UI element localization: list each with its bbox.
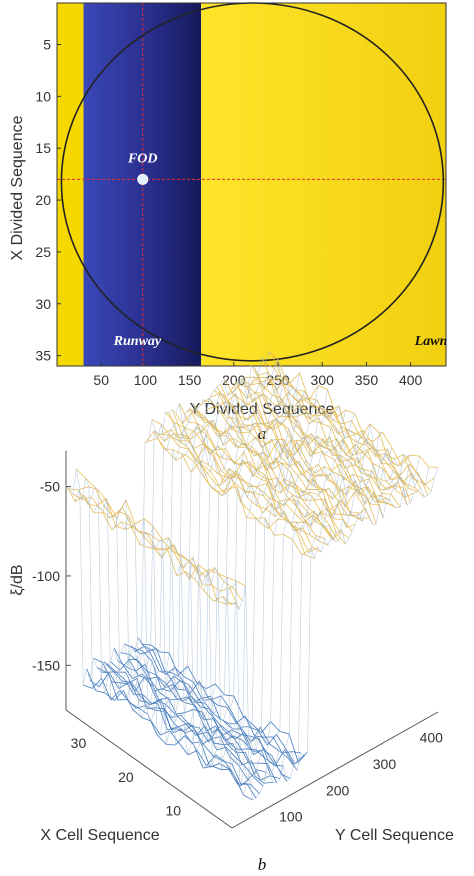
y-cell-tick-label: 300: [373, 756, 397, 772]
y-tick-label: 15: [35, 140, 51, 156]
z-tick-label: -50: [40, 479, 60, 495]
y-tick-label: 5: [43, 36, 51, 52]
surface-line-y: [176, 432, 383, 752]
y-tick-label: 25: [35, 244, 51, 260]
x-tick-label: 400: [399, 372, 423, 388]
annotation-lawn: Lawn: [414, 334, 448, 349]
surface-line-y: [148, 413, 356, 745]
surface-line-y: [130, 410, 337, 722]
y-axis-label: X Divided Sequence: [9, 115, 26, 260]
surface-line-x: [158, 433, 325, 539]
x-cell-tick-label: 10: [166, 803, 182, 819]
x-cell-tick-label: 30: [71, 735, 87, 751]
surface-line-y: [74, 358, 282, 692]
annotation-runway: Runway: [113, 334, 162, 349]
surface-line-x: [117, 660, 284, 767]
surface-line-y: [84, 377, 291, 694]
y-cell-axis-label: Y Cell Sequence: [335, 827, 454, 844]
panel-b-surface: -50 -100 -150 10 20 30 100 200 300 400 ξ/dB X C…: [9, 351, 454, 874]
surface-line-x: [130, 645, 298, 771]
x-cell-axis-ticks: 10 20 30: [71, 735, 182, 818]
surface-line-y: [213, 456, 420, 785]
z-tick-label: -100: [32, 568, 60, 584]
surface-line-y: [121, 389, 328, 719]
x-tick-label: 50: [93, 372, 109, 388]
surface-mesh: [65, 351, 439, 801]
x-tick-label: 350: [355, 372, 379, 388]
fod-marker: [137, 173, 149, 185]
surface-line-y: [139, 405, 347, 736]
annotation-fod: FOD: [127, 151, 158, 166]
panel-a-heatmap: FOD Runway Lawn 50 100 150 200 250 300 350 400 …: [9, 2, 448, 443]
x-axis-ticks: 50 100 150 200 250 300 350 400: [93, 362, 423, 388]
x-cell-axis-line: [65, 709, 233, 829]
region-lawn-2: [201, 3, 446, 366]
x-tick-label: 150: [178, 372, 202, 388]
y-tick-label: 10: [35, 88, 51, 104]
surface-axes: [65, 450, 439, 829]
z-tick-label: -150: [32, 657, 60, 673]
surface-line-y: [194, 447, 402, 767]
y-cell-axis-ticks: 100 200 300 400: [279, 730, 443, 825]
y-tick-label: 30: [35, 296, 51, 312]
surface-line-y: [231, 467, 439, 801]
x-cell-axis-label: X Cell Sequence: [40, 827, 159, 844]
y-cell-axis-line: [231, 711, 439, 829]
surface-line-y: [157, 428, 365, 746]
y-cell-tick-label: 200: [326, 782, 350, 798]
caption-b: b: [258, 855, 267, 874]
y-cell-tick-label: 100: [279, 809, 303, 825]
surface-line-y: [65, 351, 273, 686]
z-axis-ticks: -50 -100 -150: [32, 479, 71, 673]
z-axis-label: ξ/dB: [9, 564, 26, 595]
x-cell-tick-label: 20: [118, 769, 134, 785]
x-tick-label: 100: [134, 372, 158, 388]
y-axis-ticks: 5 10 15 20 25 30 35: [35, 36, 61, 364]
surface-line-y: [167, 423, 374, 755]
x-tick-label: 300: [311, 372, 335, 388]
y-cell-tick-label: 400: [420, 730, 444, 746]
y-tick-label: 20: [35, 192, 51, 208]
surface-line-y: [93, 372, 300, 701]
surface-line-y: [102, 389, 310, 701]
y-tick-label: 35: [35, 348, 51, 364]
